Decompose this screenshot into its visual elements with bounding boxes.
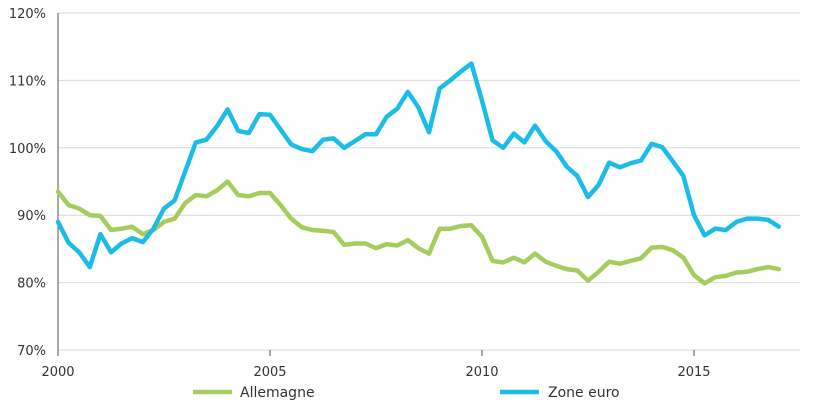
- x-axis: 2000 2005 2010 2015: [41, 350, 711, 380]
- legend: Allemagne Zone euro: [193, 385, 620, 401]
- y-tick-label: 110%: [9, 74, 46, 89]
- y-tick-label: 90%: [17, 209, 46, 224]
- series-line-1: [55, 61, 782, 270]
- grid-lines: [58, 12, 800, 351]
- y-tick-label: 80%: [17, 277, 46, 292]
- y-axis: 70% 80% 90% 100% 110% 120%: [9, 7, 59, 359]
- x-tick-label: 2010: [465, 365, 498, 380]
- y-tick-label: 120%: [9, 7, 46, 22]
- legend-label: Allemagne: [240, 385, 315, 401]
- series-lines: [55, 61, 782, 286]
- legend-label: Zone euro: [548, 385, 620, 401]
- x-tick-label: 2005: [253, 365, 286, 380]
- y-tick-label: 70%: [17, 344, 46, 359]
- x-tick-label: 2015: [677, 365, 710, 380]
- series-line-0: [55, 179, 782, 286]
- x-tick-label: 2000: [41, 365, 74, 380]
- y-tick-label: 100%: [9, 142, 46, 157]
